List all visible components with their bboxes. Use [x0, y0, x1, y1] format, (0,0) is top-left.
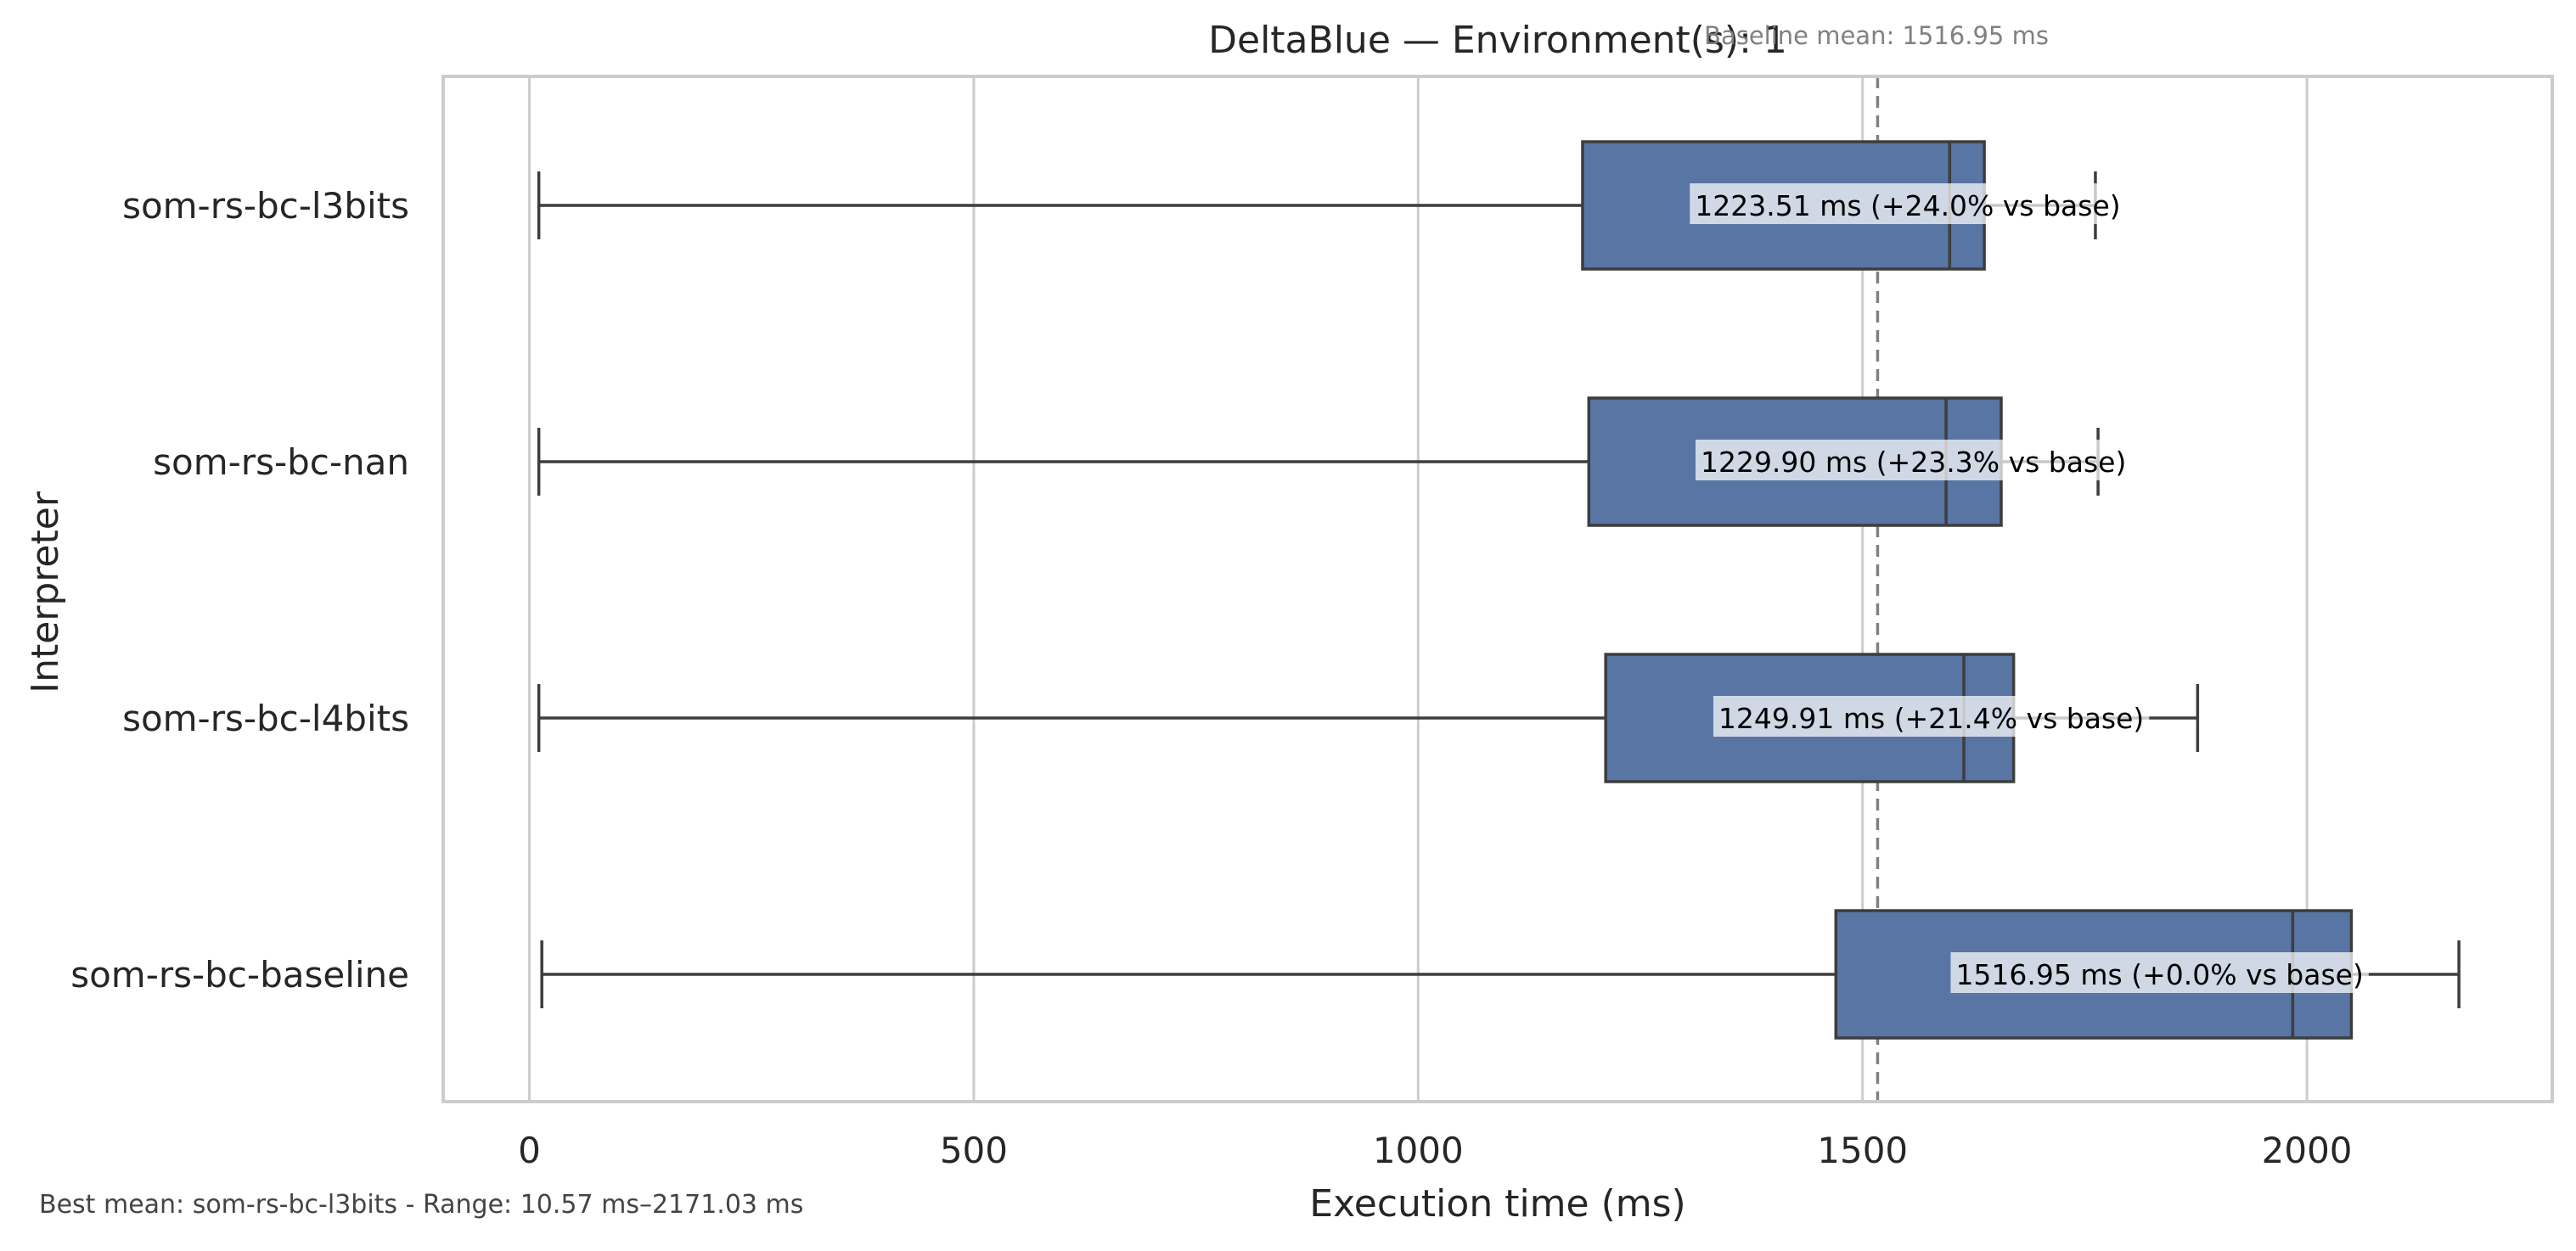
y-axis-label: Interpreter — [24, 491, 67, 693]
mean-annotation: 1229.90 ms (+23.3% vs base) — [1701, 446, 2126, 479]
mean-annotation: 1516.95 ms (+0.0% vs base) — [1955, 958, 2363, 991]
y-tick-label: som-rs-bc-baseline — [70, 954, 409, 996]
mean-annotation: 1249.91 ms (+21.4% vs base) — [1718, 702, 2144, 735]
baseline-label: Baseline mean: 1516.95 ms — [1704, 21, 2049, 50]
x-tick-label: 1500 — [1817, 1130, 1908, 1171]
x-axis-label: Execution time (ms) — [1309, 1182, 1685, 1226]
y-tick-label: som-rs-bc-l4bits — [122, 698, 409, 739]
annotation-background — [1690, 183, 2126, 224]
y-tick-labels: som-rs-bc-l3bits som-rs-bc-nan som-rs-bc-l… — [70, 185, 409, 996]
annotation-background — [1695, 440, 2132, 480]
y-tick-label: som-rs-bc-l3bits — [122, 185, 409, 227]
x-tick-label: 2000 — [2262, 1130, 2353, 1171]
x-tick-label: 0 — [518, 1130, 541, 1171]
x-tick-labels: 0 500 1000 1500 2000 — [518, 1130, 2352, 1171]
annotations-group: 1223.51 ms (+24.0% vs base) 1229.90 ms (+… — [1690, 183, 2369, 993]
x-tick-label: 1000 — [1373, 1130, 1464, 1171]
mean-annotation: 1223.51 ms (+24.0% vs base) — [1695, 189, 2120, 222]
plot-frame — [442, 75, 2554, 1103]
y-tick-label: som-rs-bc-nan — [153, 441, 409, 483]
chart-title: DeltaBlue — Environment(s): 1 — [1208, 19, 1787, 62]
annotation-background — [1713, 696, 2150, 737]
annotation-background — [1950, 952, 2369, 993]
x-tick-label: 500 — [940, 1130, 1008, 1171]
footer-summary: Best mean: som-rs-bc-l3bits - Range: 10.… — [39, 1190, 804, 1220]
